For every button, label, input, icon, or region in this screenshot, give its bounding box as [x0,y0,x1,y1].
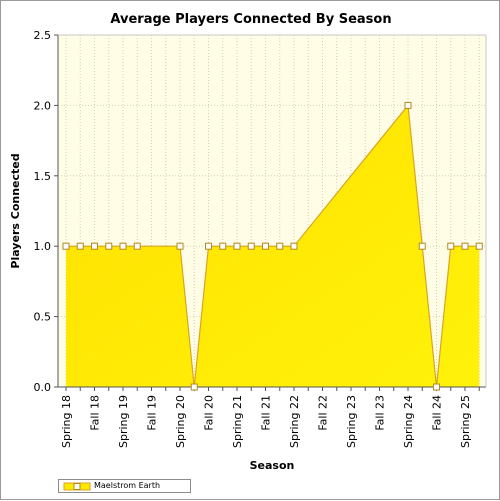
x-tick-label: Spring 19 [117,395,130,448]
x-axis-label: Season [250,459,295,472]
x-tick-label: Spring 18 [60,395,73,448]
x-tick-label: Spring 20 [174,395,187,448]
y-tick-label: 1.0 [34,240,52,253]
data-point [290,242,298,250]
data-point [76,242,84,250]
data-point [119,242,127,250]
legend-swatch-icon [63,482,91,491]
x-tick-label: Spring 22 [288,395,301,448]
axes: 0.0 0.5 1.0 1.5 2.0 2.5 Spring 18 Fall 18 Spring… [34,29,487,448]
data-point [176,242,184,250]
legend: Maelstrom Earth [58,479,191,493]
x-tick-label: Fall 21 [260,395,273,431]
data-point [404,101,412,109]
data-point [262,242,269,250]
data-point [233,242,241,250]
y-axis-label: Players Connected [9,153,22,268]
x-tick-label: Spring 23 [345,395,358,448]
series-markers [62,101,483,391]
data-point [433,383,440,391]
y-tick-label: 1.5 [34,170,52,183]
data-point [447,242,455,250]
y-tick-label: 2.0 [34,99,52,112]
x-tick-label: Spring 25 [459,395,472,448]
data-point [219,242,227,250]
x-tick-label: Fall 20 [203,395,216,431]
x-tick-label: Fall 23 [374,395,387,431]
x-tick-label: Spring 21 [231,395,244,448]
data-point [461,242,469,250]
y-tick-label: 0.0 [34,381,52,394]
data-point [190,383,198,391]
x-tick-label: Spring 24 [402,395,415,448]
x-tick-label: Fall 18 [89,395,102,431]
data-point [62,242,70,250]
data-point [133,242,141,250]
data-point [475,242,483,250]
data-point [91,242,98,250]
data-point [105,242,113,250]
data-point [205,242,212,250]
legend-label-maelstrom-earth: Maelstrom Earth [94,481,161,490]
y-tick-label: 2.5 [34,29,52,42]
data-point [418,242,426,250]
x-tick-label: Fall 22 [317,395,330,431]
x-tick-label: Fall 19 [146,395,159,431]
data-point [276,242,284,250]
y-tick-label: 0.5 [34,311,52,324]
chart-title: Average Players Connected By Season [110,12,391,27]
x-tick-label: Fall 24 [431,395,444,431]
data-point [247,242,255,250]
